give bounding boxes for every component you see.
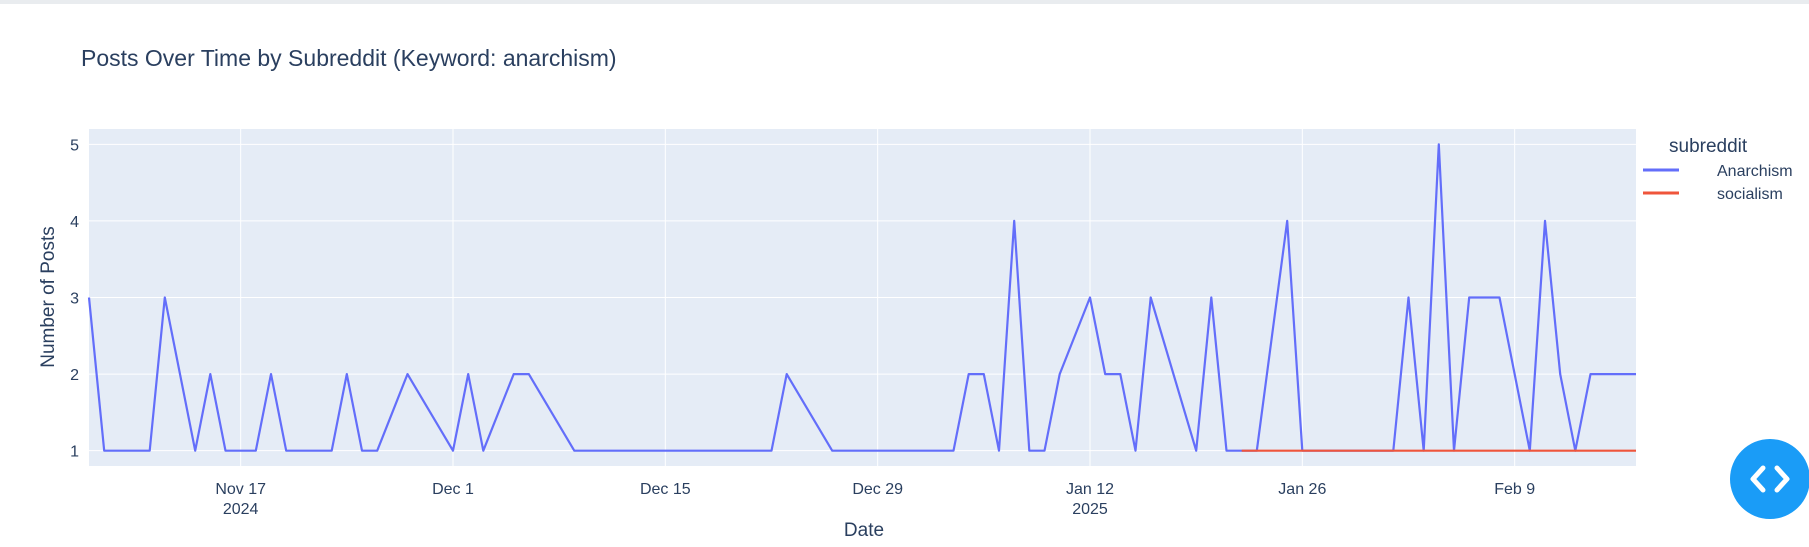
x-tick-labels: Nov 17 2024 Dec 1 Dec 15 Dec 29 Jan 12 2025 Jan… xyxy=(215,481,1535,518)
code-icon xyxy=(1750,465,1790,493)
legend-entry[interactable]: Anarchism xyxy=(1717,163,1793,180)
y-tick-label: 5 xyxy=(70,137,79,154)
x-tick-label: Jan 12 xyxy=(1066,481,1114,498)
series-line-anarchism xyxy=(87,143,1636,452)
x-tick-sublabel: 2025 xyxy=(1072,501,1108,518)
x-tick-label: Dec 1 xyxy=(432,481,474,498)
chart-title: Posts Over Time by Subreddit (Keyword: a… xyxy=(81,45,617,71)
y-tick-label: 4 xyxy=(70,214,79,231)
x-tick-label: Dec 15 xyxy=(640,481,691,498)
y-tick-labels: 1 2 3 4 5 xyxy=(70,137,79,460)
top-strip xyxy=(0,0,1809,4)
y-axis-label: Number of Posts xyxy=(38,226,59,368)
legend: subreddit Anarchism socialism xyxy=(1643,136,1793,203)
series-lines xyxy=(87,143,1636,452)
y-tick-label: 1 xyxy=(70,444,79,461)
legend-title: subreddit xyxy=(1669,136,1748,157)
x-tick-sublabel: 2024 xyxy=(223,501,259,518)
x-tick-label: Jan 26 xyxy=(1278,481,1326,498)
code-view-button[interactable] xyxy=(1730,439,1809,519)
x-tick-label: Nov 17 xyxy=(215,481,266,498)
x-tick-label: Dec 29 xyxy=(852,481,903,498)
x-axis-label: Date xyxy=(844,520,884,541)
y-tick-label: 2 xyxy=(70,367,79,384)
y-tick-label: 3 xyxy=(70,291,79,308)
x-tick-label: Feb 9 xyxy=(1494,481,1535,498)
legend-entry[interactable]: socialism xyxy=(1717,186,1783,203)
